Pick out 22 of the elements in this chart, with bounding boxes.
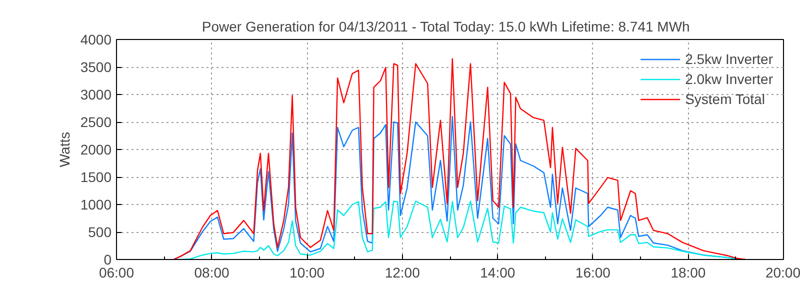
legend-label: 2.5kw Inverter xyxy=(685,51,773,67)
y-tick-label: 3500 xyxy=(80,59,112,75)
y-tick-label: 0 xyxy=(104,252,112,268)
x-tick-label: 20:00 xyxy=(765,264,800,280)
y-tick-label: 500 xyxy=(88,224,112,240)
y-tick-label: 2000 xyxy=(80,142,112,158)
y-tick-label: 1000 xyxy=(80,196,112,212)
x-tick-label: 08:00 xyxy=(194,264,230,280)
chart-title: Power Generation for 04/13/2011 - Total Today: 15.0 kWh Lifetime: 8.741 MWh xyxy=(202,18,690,34)
x-tick-label: 10:00 xyxy=(290,264,325,280)
x-tick-label: 16:00 xyxy=(575,264,611,280)
y-axis-title: Watts xyxy=(56,132,72,168)
y-tick-label: 2500 xyxy=(80,114,112,130)
x-tick-label: 18:00 xyxy=(670,264,706,280)
y-tick-label: 1500 xyxy=(80,169,112,185)
x-tick-label: 14:00 xyxy=(480,264,516,280)
legend-label: System Total xyxy=(685,91,765,107)
y-tick-label: 4000 xyxy=(80,32,112,48)
legend-label: 2.0kw Inverter xyxy=(685,71,773,87)
x-tick-label: 06:00 xyxy=(98,264,134,280)
y-tick-label: 3000 xyxy=(80,86,112,102)
x-tick-label: 12:00 xyxy=(384,264,420,280)
